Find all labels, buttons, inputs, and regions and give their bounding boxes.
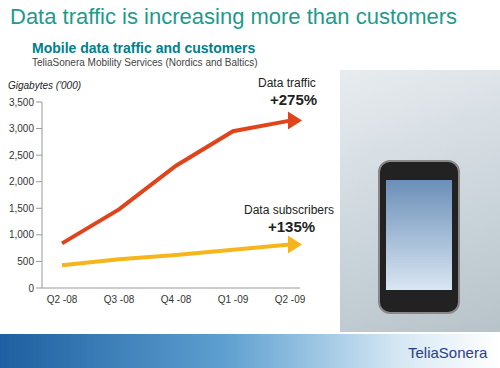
svg-text:3,000: 3,000: [9, 123, 34, 134]
svg-text:Q2 -08: Q2 -08: [47, 294, 78, 305]
html-text:Data subscribers: Data subscribers: [244, 203, 334, 217]
svg-text:2,500: 2,500: [9, 150, 34, 161]
svg-text:1,500: 1,500: [9, 203, 34, 214]
svg-text:Q3 -08: Q3 -08: [104, 294, 135, 305]
html-text:Data traffic: Data traffic: [258, 76, 316, 90]
html-text:+135%: +135%: [268, 218, 316, 235]
html-text:TeliaSonera: TeliaSonera: [408, 344, 488, 361]
svg-text:500: 500: [17, 256, 34, 267]
svg-text:2,000: 2,000: [9, 176, 34, 187]
svg-text:1,000: 1,000: [9, 229, 34, 240]
html-text:Gigabytes ('000): Gigabytes ('000): [8, 80, 82, 91]
html-text:Mobile data traffic and custom: Mobile data traffic and customers: [32, 40, 256, 56]
svg-text:0: 0: [28, 283, 34, 294]
svg-text:Q2 -09: Q2 -09: [275, 294, 306, 305]
html-text:TeliaSonera Mobility Services: TeliaSonera Mobility Services (Nordics a…: [32, 57, 258, 68]
html-text:+275%: +275%: [270, 91, 318, 108]
svg-text:Q1 -09: Q1 -09: [218, 294, 249, 305]
svg-text:Q4 -08: Q4 -08: [161, 294, 192, 305]
html-text:Data traffic is increasing mor: Data traffic is increasing more than cus…: [10, 4, 458, 29]
svg-text:3,500: 3,500: [9, 97, 34, 108]
